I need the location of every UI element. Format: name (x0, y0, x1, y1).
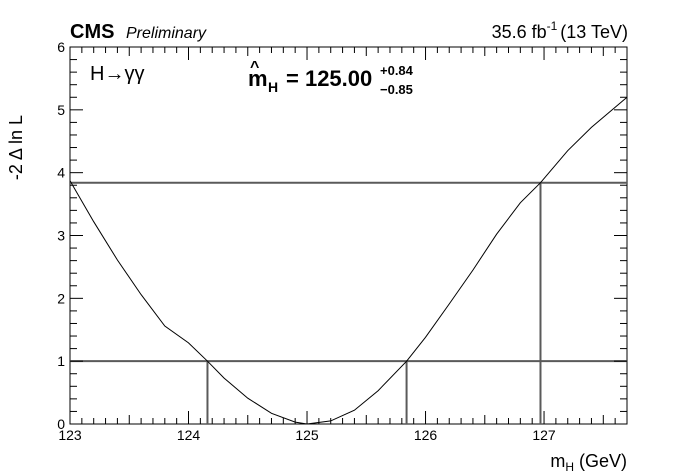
x-tick-label: 126 (414, 427, 438, 443)
y-tick-label: 4 (57, 165, 65, 181)
x-tick-label: 124 (177, 427, 201, 443)
likelihood-curve (69, 96, 628, 425)
lumi-label: 35.6 fb-1 (13 TeV) (492, 19, 628, 42)
lumi-exponent: -1 (547, 19, 558, 33)
data-series (69, 96, 628, 425)
fit-subscript: H (268, 79, 278, 95)
fit-error-up: +0.84 (380, 63, 414, 78)
energy-label: (13 TeV) (560, 22, 628, 42)
y-tick-label: 1 (57, 353, 65, 369)
x-axis-symbol: m (550, 451, 565, 471)
y-tick-label: 2 (57, 290, 65, 306)
y-tick-label: 5 (57, 102, 65, 118)
y-tick-label: 0 (57, 416, 65, 432)
fit-error-down: −0.85 (380, 82, 413, 97)
fit-symbol: m (248, 66, 268, 91)
plot-frame (69, 46, 628, 425)
y-tick-label: 3 (57, 228, 65, 244)
x-tick-label: 125 (295, 427, 319, 443)
lumi-value: 35.6 fb (492, 22, 547, 42)
y-axis-title: -2 Δ ln L (6, 115, 26, 180)
x-axis-unit: (GeV) (579, 451, 627, 471)
x-axis-subscript: H (565, 460, 574, 472)
plot-area-border (69, 46, 628, 425)
channel-label: H→γγ (90, 63, 144, 85)
x-tick-label: 123 (58, 427, 82, 443)
x-axis-title: mH (GeV) (550, 451, 627, 472)
fit-value: = 125.00 (286, 66, 372, 91)
y-tick-label: 6 (57, 39, 65, 55)
reference-lines (70, 181, 627, 424)
fit-hat: ^ (250, 59, 259, 76)
x-tick-label: 127 (532, 427, 556, 443)
experiment-label: CMS (70, 21, 114, 43)
status-label: Preliminary (126, 25, 207, 42)
fit-result: m ^ H = 125.00 +0.84 −0.85 (248, 59, 414, 97)
